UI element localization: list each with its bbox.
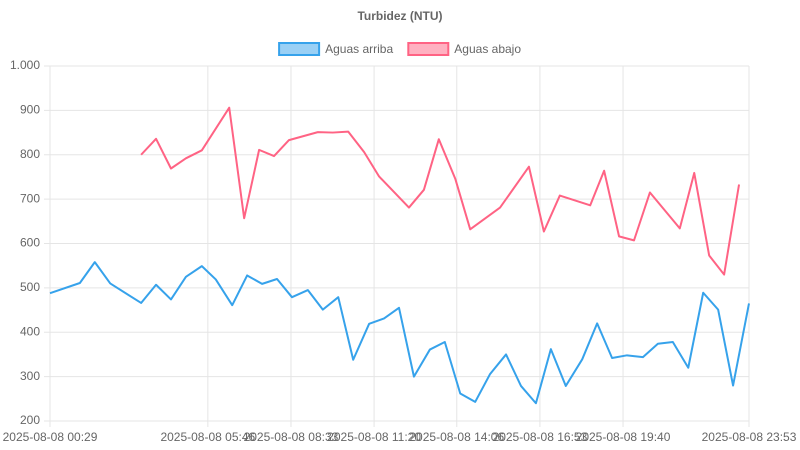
x-tick-label: 2025-08-08 19:40 xyxy=(576,430,671,444)
y-tick-label: 500 xyxy=(20,280,40,294)
y-tick-label: 1.000 xyxy=(10,58,40,72)
legend-swatch xyxy=(407,42,450,56)
x-tick-label: 2025-08-08 05:46 xyxy=(160,430,255,444)
x-tick-label: 2025-08-08 08:33 xyxy=(244,430,339,444)
line xyxy=(49,261,750,405)
legend-label: Aguas arriba xyxy=(325,42,393,56)
legend-swatch xyxy=(278,42,321,56)
y-tick-label: 600 xyxy=(20,236,40,250)
y-tick-label: 300 xyxy=(20,369,40,383)
x-tick-label: 2025-08-08 23:53 xyxy=(702,430,797,444)
legend-label: Aguas abajo xyxy=(454,42,521,56)
y-tick-label: 700 xyxy=(20,191,40,205)
x-tick-label: 2025-08-08 11:20 xyxy=(327,430,421,444)
x-tick-label: 2025-08-08 16:53 xyxy=(493,430,588,444)
y-tick-label: 200 xyxy=(20,413,40,427)
y-tick-label: 400 xyxy=(20,324,40,338)
legend: Aguas arriba Aguas abajo xyxy=(278,42,521,56)
x-tick-label: 2025-08-08 14:06 xyxy=(409,430,504,444)
chart-title: Turbidez (NTU) xyxy=(357,9,442,23)
x-tick-label: 2025-08-08 00:29 xyxy=(3,430,98,444)
line xyxy=(140,106,741,276)
y-tick-label: 800 xyxy=(20,147,40,161)
y-tick-label: 900 xyxy=(20,103,40,117)
